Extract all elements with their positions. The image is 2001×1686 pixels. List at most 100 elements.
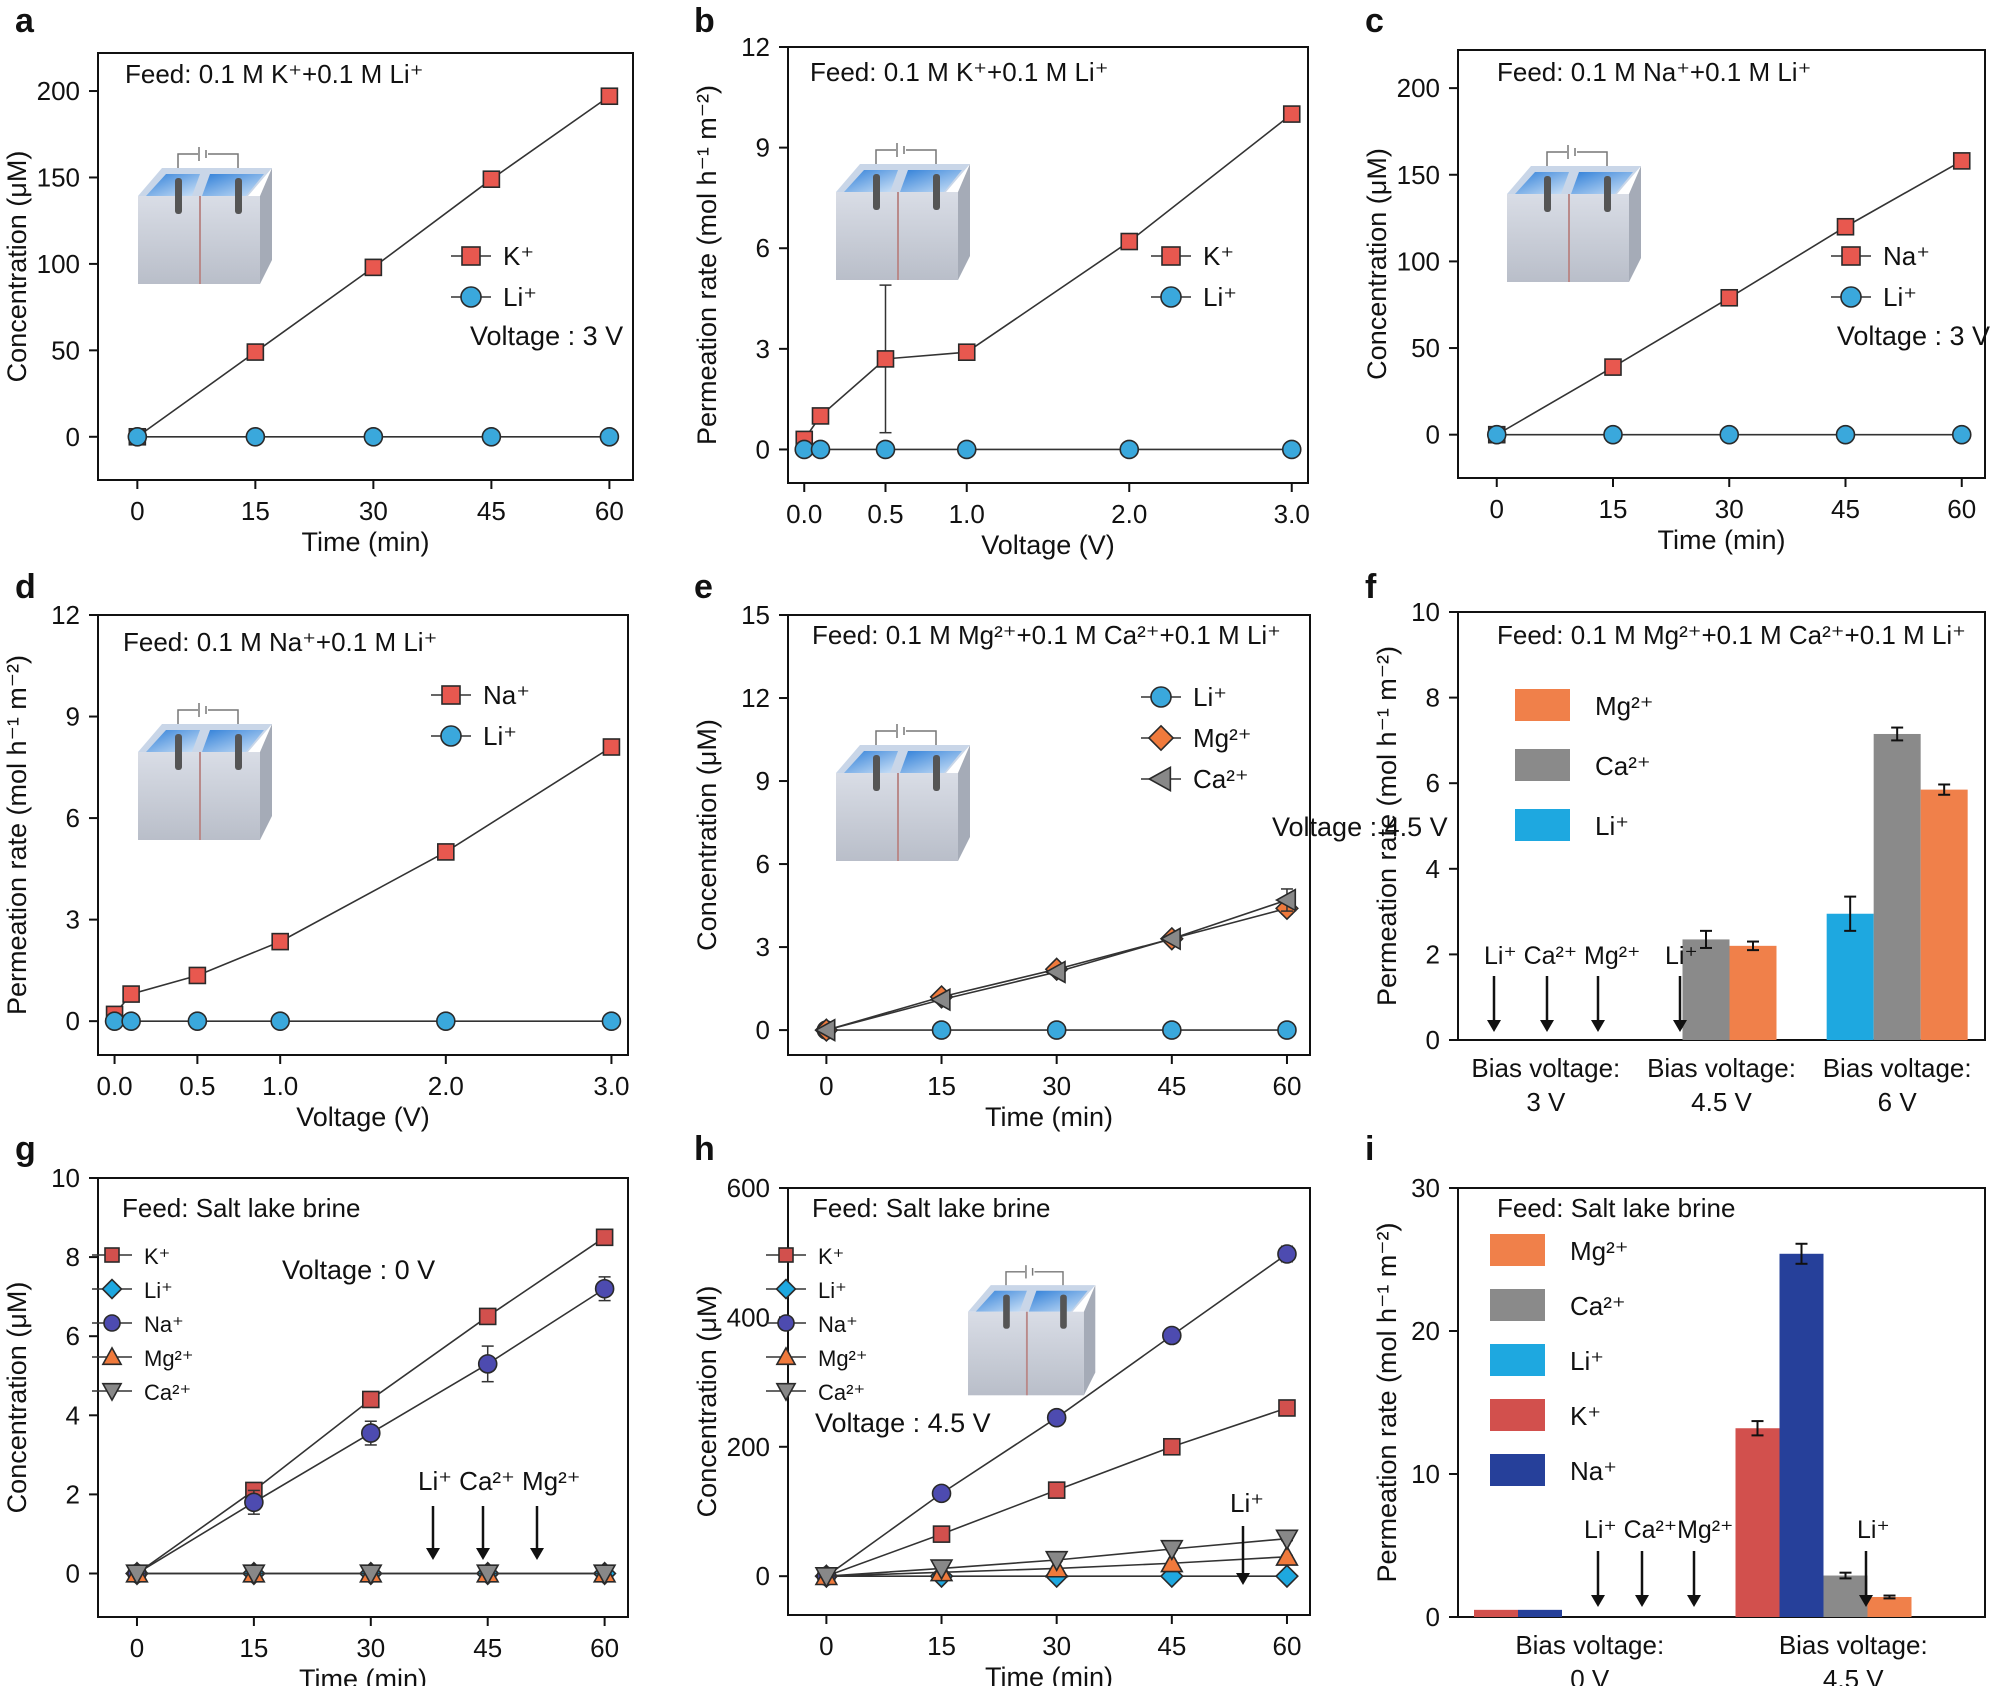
data-point: [594, 1278, 615, 1299]
annotation-li: Li⁺: [1230, 1488, 1264, 1518]
feed-label: Feed: Salt lake brine: [122, 1193, 360, 1223]
legend-marker: [101, 1346, 123, 1366]
cell-front-right: [898, 773, 958, 861]
y-tick-label: 0: [756, 1015, 770, 1045]
water-right: [1028, 1290, 1088, 1312]
bar-Ca²⁺: [1873, 733, 1921, 1040]
legend-entry: Li⁺: [1831, 282, 1917, 312]
y-tick-label: 50: [51, 335, 80, 365]
y-axis-label: Concentration (μM): [692, 719, 722, 951]
x-tick-label: 3.0: [593, 1071, 629, 1101]
category-label: Bias voltage:: [1779, 1630, 1928, 1660]
electrode-right: [235, 178, 242, 214]
legend-marker: [777, 1314, 795, 1332]
plot-frame: [97, 1177, 629, 1618]
legend-label: Ca²⁺: [1570, 1291, 1626, 1321]
arrow-head: [1591, 1020, 1605, 1032]
x-tick-label: 0.0: [96, 1071, 132, 1101]
y-tick-label: 0: [1426, 420, 1440, 450]
series-Li⁺: [794, 439, 1302, 460]
water-right: [202, 174, 264, 196]
legend-marker: [460, 286, 482, 308]
electrode-right: [235, 734, 242, 770]
data-point: [599, 426, 620, 447]
data-point: [1044, 1550, 1069, 1573]
cell-inset: [836, 143, 970, 280]
legend-swatch: [1490, 1454, 1545, 1486]
y-tick-label: 100: [37, 249, 80, 279]
data-point: [931, 1483, 952, 1504]
electrode-left: [175, 734, 182, 770]
data-point: [875, 439, 896, 460]
water-right: [202, 730, 264, 752]
legend-entry: Li⁺: [431, 721, 517, 751]
x-tick-label: 15: [239, 1633, 268, 1663]
cell-side: [1083, 1285, 1096, 1396]
y-tick-label: 400: [727, 1302, 770, 1332]
data-point: [271, 932, 289, 951]
x-tick-label: 15: [1599, 494, 1628, 524]
legend-entry: Na⁺: [92, 1312, 184, 1337]
panel-f: f 0 2 4 6 8 10 Permeation rate (mol h⁻¹ m⁻²) Fee…: [1365, 568, 1986, 1117]
data-point: [1047, 1481, 1066, 1499]
y-tick-label: 0: [756, 434, 770, 464]
feed-label: Feed: 0.1 M Mg²⁺+0.1 M Ca²⁺+0.1 M Li⁺: [1497, 620, 1966, 650]
legend-marker: [441, 685, 461, 705]
legend-entry: Mg²⁺: [1141, 723, 1252, 753]
bar-Mg²⁺: [1920, 789, 1968, 1040]
arrow-head: [1859, 1595, 1873, 1607]
category-label: 3 V: [1526, 1087, 1566, 1117]
x-tick-label: 0: [130, 496, 144, 526]
legend-marker: [103, 1314, 121, 1332]
category-label: 4.5 V: [1823, 1664, 1884, 1686]
y-tick-label: 30: [1411, 1173, 1440, 1203]
legend-entry: Li⁺: [1490, 1344, 1604, 1376]
y-tick-label: 9: [756, 766, 770, 796]
series-Li⁺: [816, 1020, 1297, 1040]
legend-marker: [775, 1346, 797, 1366]
data-point: [1160, 1551, 1184, 1573]
x-axis-label: Time (min): [985, 1662, 1113, 1686]
annotation-li: Li⁺: [1665, 942, 1698, 970]
x-tick-label: 30: [1715, 494, 1744, 524]
data-point: [478, 1307, 497, 1326]
legend-label: Li⁺: [1193, 682, 1227, 712]
legend-entry: Li⁺: [1515, 809, 1629, 841]
plot-frame: [1457, 49, 1986, 479]
y-tick-label: 8: [66, 1242, 80, 1272]
legend-marker: [461, 246, 481, 266]
water-left: [1515, 172, 1569, 194]
electrode-right: [1060, 1294, 1067, 1329]
y-tick-label: 4: [66, 1400, 80, 1430]
arrow-head: [1236, 1573, 1250, 1585]
panel-c: c 0 15 30 45 60 0 50 100 150 200 Time (min) Concentr…: [1362, 2, 1990, 555]
y-tick-label: 200: [37, 76, 80, 106]
y-tick-label: 600: [727, 1173, 770, 1203]
data-point: [482, 170, 501, 188]
legend-entry: Mg²⁺: [1515, 689, 1654, 721]
feed-label: Feed: Salt lake brine: [812, 1193, 1050, 1223]
x-tick-label: 15: [927, 1071, 956, 1101]
legend-marker: [1147, 724, 1175, 752]
legend-label: Li⁺: [1203, 282, 1237, 312]
arrow-head: [476, 1548, 490, 1560]
legend-swatch: [1490, 1234, 1545, 1266]
y-axis-label: Permeation rate (mol h⁻¹ m⁻²): [692, 85, 722, 445]
x-tick-label: 1.0: [949, 499, 985, 529]
legend-label: K⁺: [818, 1244, 844, 1269]
panel-letter: a: [15, 2, 35, 40]
data-point: [1275, 1529, 1299, 1551]
cell-front-left: [836, 773, 898, 861]
bar-Li⁺: [1826, 913, 1874, 1040]
legend-entry: Li⁺: [1141, 682, 1227, 712]
data-point: [794, 439, 815, 460]
y-axis-label: Permeation rate (mol h⁻¹ m⁻²): [1372, 1222, 1402, 1582]
arrow-head: [1487, 1020, 1501, 1032]
series-Ca²⁺: [814, 888, 1297, 1042]
y-tick-label: 8: [1426, 683, 1440, 713]
y-tick-label: 150: [37, 162, 80, 192]
data-point: [1275, 1564, 1299, 1589]
legend-entry: Na⁺: [431, 680, 530, 710]
category-label: Bias voltage:: [1515, 1630, 1664, 1660]
